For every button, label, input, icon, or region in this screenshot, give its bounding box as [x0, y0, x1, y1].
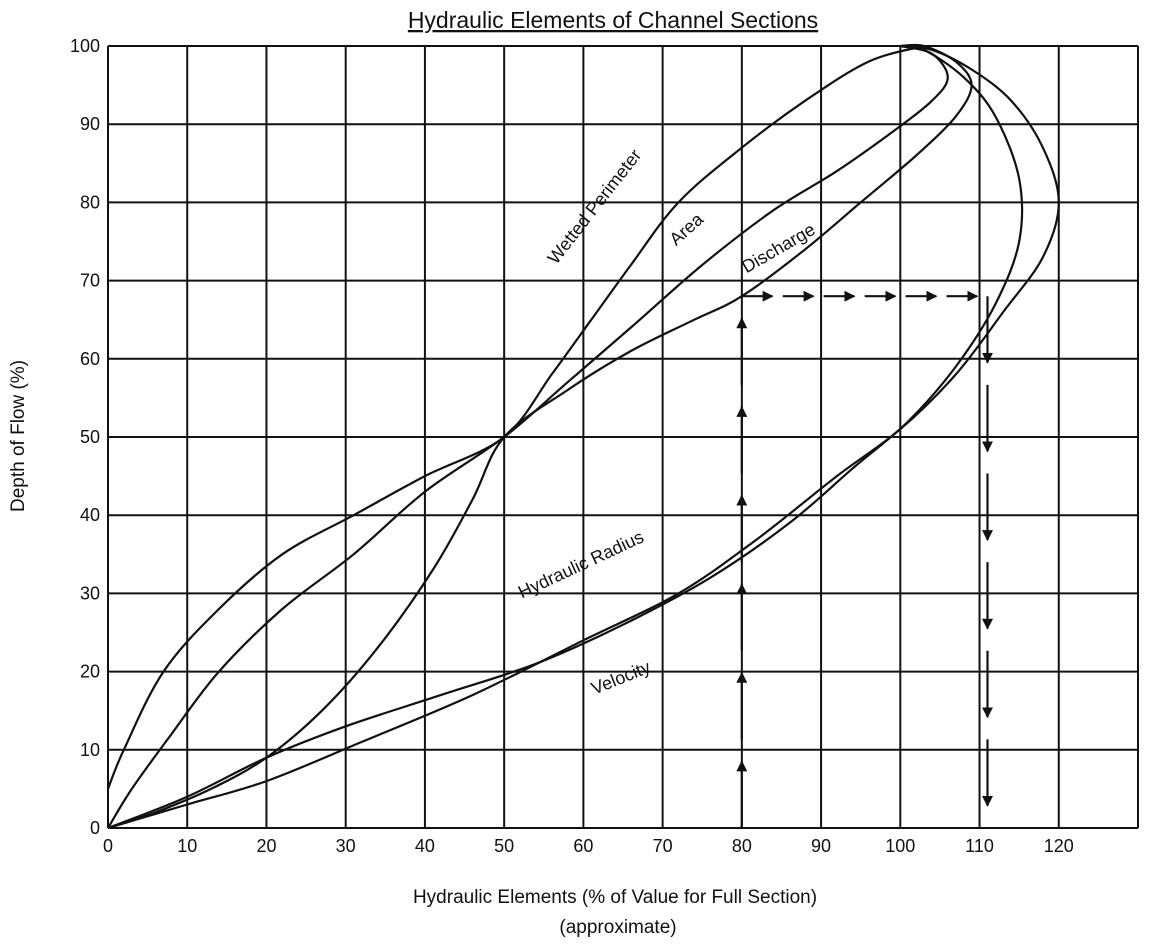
x-tick-label: 120: [1044, 836, 1074, 856]
series-discharge: [107, 43, 973, 830]
example-path: [736, 290, 993, 828]
x-tick-label: 40: [415, 836, 435, 856]
y-tick-label: 70: [80, 271, 100, 291]
x-tick-label: 110: [965, 836, 994, 856]
series-velocity: [107, 44, 1024, 830]
series-wetted-perimeter: [106, 44, 925, 790]
y-tick-label: 50: [80, 427, 100, 447]
x-tick-label: 80: [732, 836, 752, 856]
x-tick-label: 0: [103, 836, 113, 856]
grid: [107, 45, 1139, 829]
y-tick-label: 80: [80, 192, 100, 212]
curve-label-area: Area: [665, 208, 707, 249]
x-tick-label: 10: [177, 836, 197, 856]
y-tick-label: 30: [80, 583, 100, 603]
y-tick-label: 10: [80, 740, 100, 760]
tick-labels: 0 10 20 30 40 50 60 70 80 90 100 110 120 0 10 20 30 40 50 6…: [70, 36, 1074, 856]
x-tick-label: 100: [885, 836, 915, 856]
x-tick-label: 20: [256, 836, 276, 856]
y-tick-label: 100: [70, 36, 100, 56]
curves: [106, 43, 1060, 830]
curve-label-hydraulic-radius: Hydraulic Radius: [515, 527, 647, 603]
series-hydraulic-radius: [107, 44, 1060, 830]
y-tick-label: 60: [80, 349, 100, 369]
curve-label-velocity: Velocity: [588, 657, 653, 699]
y-tick-label: 40: [80, 505, 100, 525]
y-axis-label: Depth of Flow (%): [8, 360, 29, 512]
x-axis-note: (approximate): [559, 917, 676, 938]
curve-label-wetted-perimeter: Wetted Perimeter: [544, 145, 646, 267]
x-tick-label: 70: [653, 836, 673, 856]
x-tick-label: 60: [573, 836, 593, 856]
x-tick-label: 50: [494, 836, 514, 856]
x-tick-label: 90: [811, 836, 831, 856]
y-tick-label: 90: [80, 114, 100, 134]
chart-title: Hydraulic Elements of Channel Sections: [408, 7, 818, 33]
series-area: [107, 44, 949, 829]
x-tick-label: 30: [336, 836, 356, 856]
y-tick-label: 0: [90, 818, 100, 838]
y-tick-label: 20: [80, 662, 100, 682]
x-axis-label: Hydraulic Elements (% of Value for Full …: [413, 887, 817, 908]
